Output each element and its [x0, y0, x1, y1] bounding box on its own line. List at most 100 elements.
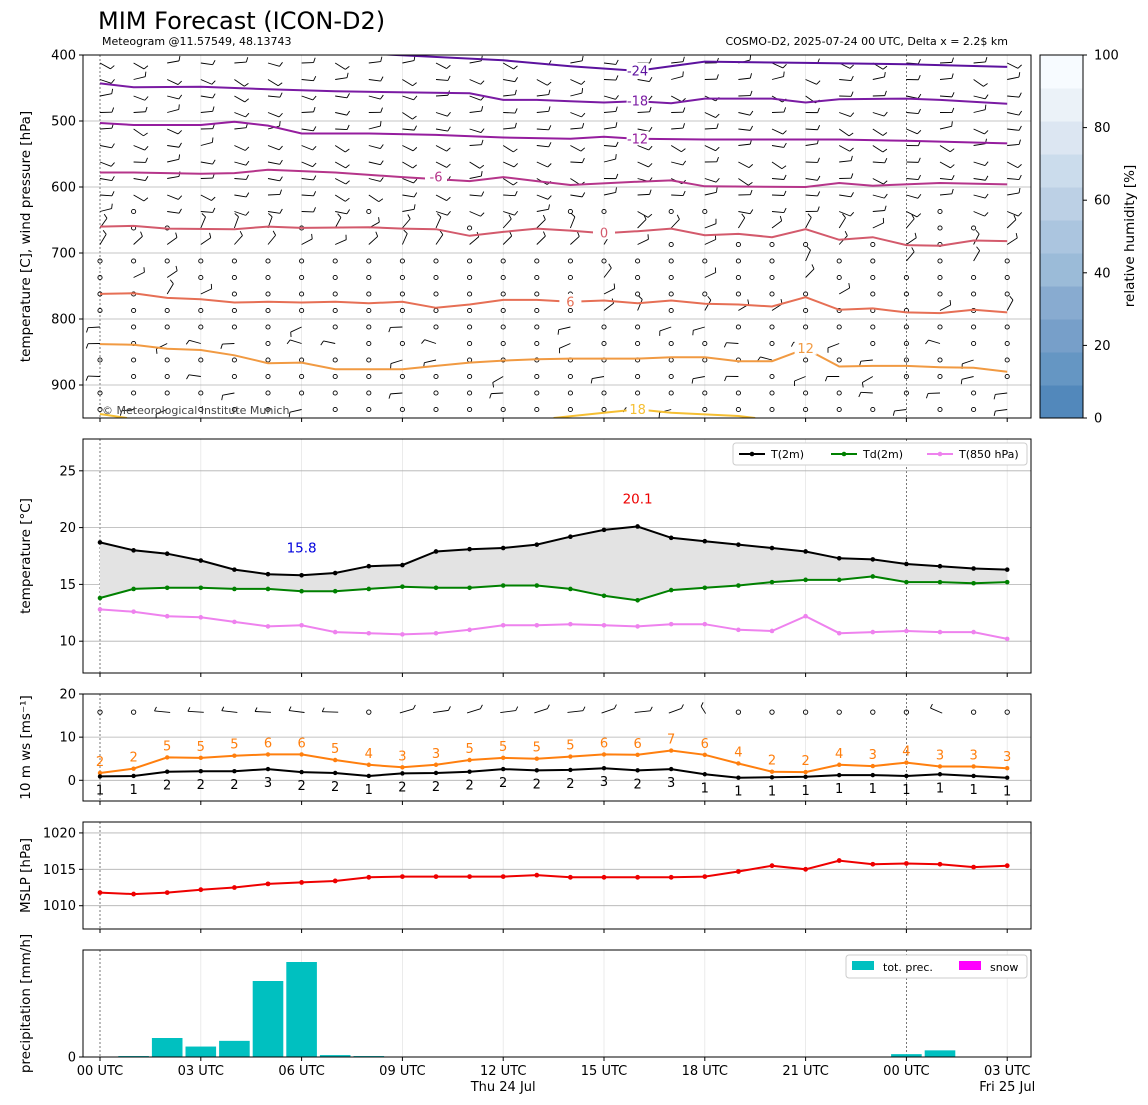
wind-barb-flag — [345, 148, 350, 153]
wind-barb-flag — [413, 95, 418, 101]
wind-barb-flag — [951, 73, 954, 79]
series-point — [500, 545, 506, 551]
calm-wind-symbol — [366, 307, 372, 314]
time-axis-labels: 00 UTC 03 UTC 06 UTC 09 UTC 12 UTC 15 UTC 18 U… — [77, 1064, 1035, 1095]
colorbar-band — [1040, 220, 1083, 254]
upper-air-ytick-label: 700 — [51, 247, 76, 262]
wind-barb-shaft — [469, 211, 481, 217]
calm-wind-symbol — [1004, 357, 1010, 363]
wind-barb-flag — [245, 112, 250, 118]
series-point — [836, 555, 842, 561]
calm-wind-symbol — [299, 390, 305, 396]
calm-wind-symbol — [433, 307, 439, 314]
isotherm-label-bg — [626, 93, 649, 108]
wind-barb-shaft — [289, 409, 302, 413]
wind-barb-shaft — [939, 77, 952, 80]
series-point — [164, 613, 170, 619]
wind-barb-shaft — [301, 128, 314, 132]
gust-value-label: 2 — [768, 754, 776, 769]
wind-barb-shaft — [771, 194, 785, 196]
mean-wind-value-label: 1 — [869, 782, 877, 797]
wind-barb-shaft — [200, 62, 213, 66]
calm-wind-symbol — [769, 709, 775, 715]
calm-wind-symbol — [265, 258, 271, 264]
wind-barb-flag — [577, 231, 580, 237]
wind-barb-flag — [691, 378, 694, 384]
wind-barb-shaft — [771, 62, 784, 69]
wind-barb-shaft — [469, 175, 482, 179]
series-point — [870, 574, 876, 579]
wind-barb-flag — [883, 180, 888, 185]
series-point — [433, 630, 439, 636]
humidity-colorbar: 0 20 40 60 80 100 relative humidity [%] — [1039, 49, 1138, 427]
mslp-ytick-label: 1010 — [43, 899, 76, 914]
series-point — [534, 622, 540, 628]
calm-wind-symbol — [836, 709, 842, 715]
wind-barb-flag — [481, 191, 485, 197]
wind-barb-shaft — [99, 234, 107, 245]
wind-barb-flag — [581, 80, 586, 85]
wind-barb-flag — [790, 341, 795, 347]
calm-wind-symbol — [735, 258, 741, 264]
mslp-point — [232, 885, 237, 890]
series-point — [366, 586, 372, 592]
calm-wind-symbol — [231, 357, 237, 363]
wind-barb-flag — [882, 65, 888, 70]
wind-barb-flag — [514, 108, 518, 114]
calm-wind-symbol — [971, 324, 977, 330]
wind-barb-flag — [615, 75, 619, 81]
wind-barb-flag — [313, 76, 317, 81]
temperature-legend-box — [732, 442, 1028, 466]
mslp-point — [601, 874, 607, 880]
calm-wind-symbol — [467, 258, 473, 264]
wind-barb-shaft — [99, 161, 112, 167]
wind-barb-flag — [1017, 212, 1023, 217]
calm-wind-symbol — [903, 357, 909, 363]
series-point — [164, 585, 170, 591]
mean-wind-value-label: 1 — [969, 783, 977, 798]
wind-barb-flag — [412, 82, 417, 87]
calm-wind-symbol — [97, 390, 103, 396]
wind-barb-flag — [581, 157, 585, 163]
wind-barb-flag — [849, 147, 854, 152]
wind-barb-shaft — [771, 128, 784, 135]
series-point — [635, 624, 640, 629]
wind-barb-flag — [884, 90, 887, 96]
calm-wind-symbol — [802, 709, 809, 715]
wind-barb-shaft — [973, 233, 980, 245]
colorbar-tick-label: 40 — [1094, 266, 1111, 281]
wind-barb-flag — [1009, 295, 1014, 301]
wind-barb-shaft — [637, 193, 650, 196]
wind-barb-flag — [110, 65, 115, 70]
wind-barb-shaft — [402, 178, 414, 184]
calm-wind-symbol — [971, 291, 977, 297]
wind-barb-shaft — [838, 217, 846, 229]
wind-barb-flag — [582, 706, 586, 711]
wind-barb-flag — [492, 382, 495, 388]
gust-value-label: 4 — [365, 747, 373, 762]
wind-series-point — [165, 755, 170, 760]
wind-barb-shaft — [939, 125, 952, 130]
wind-barb-flag — [212, 106, 215, 112]
calm-wind-symbol — [231, 291, 237, 297]
mslp-ytick-label: 1020 — [43, 826, 76, 841]
isotherm-label: 18 — [629, 403, 646, 418]
wind-barb-flag — [649, 76, 653, 82]
wind-barb-shaft — [1007, 192, 1020, 196]
wind-barb-shaft — [570, 161, 583, 164]
wind-barb-shaft — [670, 95, 682, 103]
wind-barb-shaft — [973, 161, 986, 167]
wind-barb-flag — [378, 217, 380, 223]
isotherm-line — [99, 292, 1008, 315]
calm-wind-symbol — [1004, 291, 1010, 297]
wind-barb-flag — [590, 378, 593, 384]
calm-wind-symbol — [601, 258, 607, 264]
wind-barb-shaft — [502, 218, 512, 229]
wind-barb-flag — [403, 229, 408, 234]
wind-barb-flag — [850, 91, 854, 97]
wind-barb-shaft — [402, 128, 415, 131]
wind-barb-flag — [279, 92, 283, 98]
wind-barb-flag — [581, 192, 586, 198]
wind-barb-flag — [279, 120, 281, 127]
wind-series-point — [265, 766, 271, 772]
